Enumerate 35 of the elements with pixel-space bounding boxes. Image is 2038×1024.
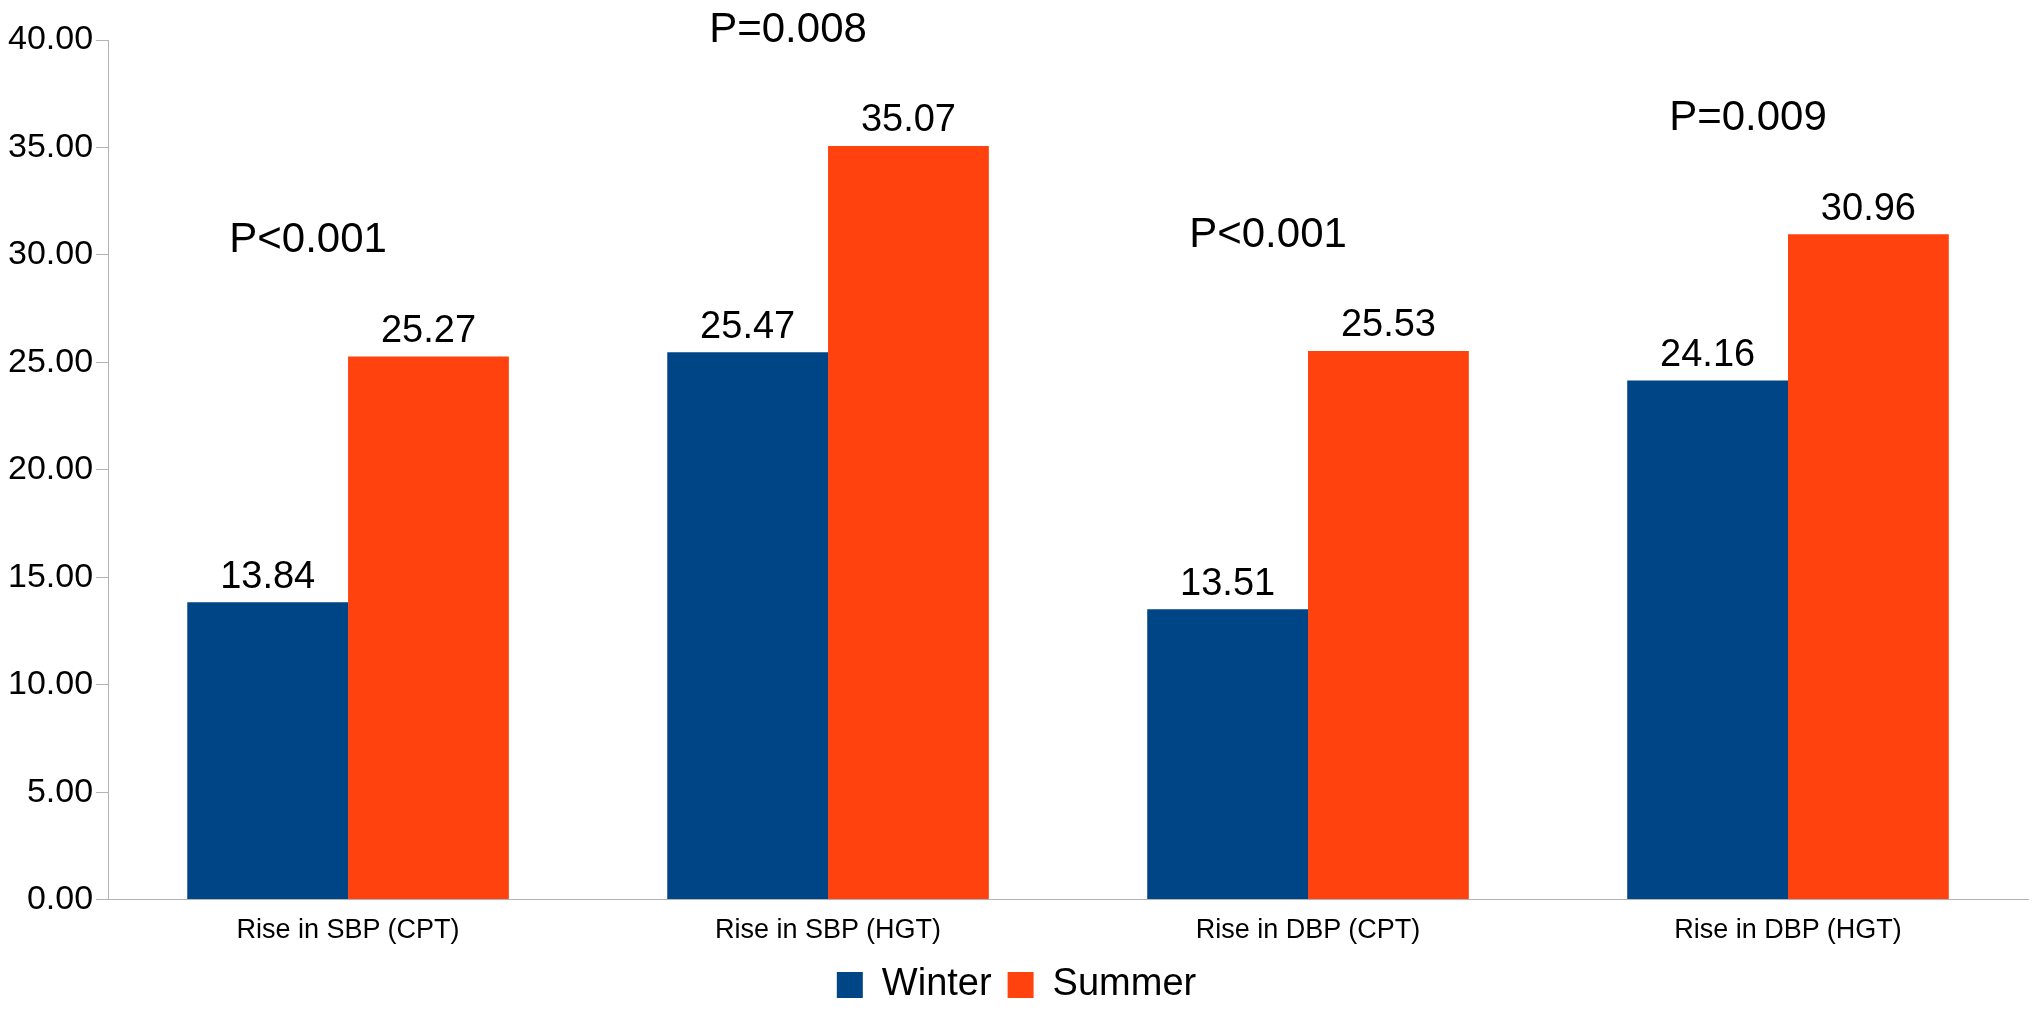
y-tick-label: 20.00 xyxy=(7,448,94,487)
x-tick-label: Rise in SBP (HGT) xyxy=(715,914,942,945)
bar xyxy=(1788,234,1949,900)
annotation: P<0.001 xyxy=(1189,208,1347,256)
data-label: 13.51 xyxy=(1180,560,1276,603)
y-tick-label: 30.00 xyxy=(7,233,94,272)
bar xyxy=(187,602,349,900)
x-tick-label: Rise in DBP (CPT) xyxy=(1195,914,1421,945)
data-label: 24.16 xyxy=(1660,331,1756,374)
bar xyxy=(1147,609,1309,900)
y-tick-label: 35.00 xyxy=(7,125,94,164)
bar xyxy=(828,145,989,900)
data-label: 25.47 xyxy=(700,303,796,346)
y-tick-label: 25.00 xyxy=(7,340,94,379)
data-label: 25.27 xyxy=(380,308,477,351)
bar xyxy=(667,352,829,900)
y-tick-label: 15.00 xyxy=(7,555,94,594)
data-label: 30.96 xyxy=(1820,185,1916,228)
x-tick-label: Rise in SBP (CPT) xyxy=(236,914,460,945)
annotation: P<0.001 xyxy=(229,214,387,262)
annotation: P=0.008 xyxy=(709,3,867,51)
y-tick-label: 0.00 xyxy=(26,877,94,916)
bar xyxy=(348,356,509,900)
y-tick-label: 10.00 xyxy=(7,663,94,702)
data-label: 35.07 xyxy=(860,97,956,140)
data-label: 13.84 xyxy=(220,553,316,596)
y-tick-label: 40.00 xyxy=(7,18,94,57)
legend-label: Summer xyxy=(1052,961,1197,1004)
bar xyxy=(1627,380,1789,900)
legend-label: Winter xyxy=(881,961,992,1004)
x-tick-label: Rise in DBP (HGT) xyxy=(1674,914,1902,945)
annotation: P=0.009 xyxy=(1669,91,1827,139)
data-label: 25.53 xyxy=(1340,302,1436,345)
bar xyxy=(1308,350,1469,900)
y-tick-label: 5.00 xyxy=(26,770,94,809)
